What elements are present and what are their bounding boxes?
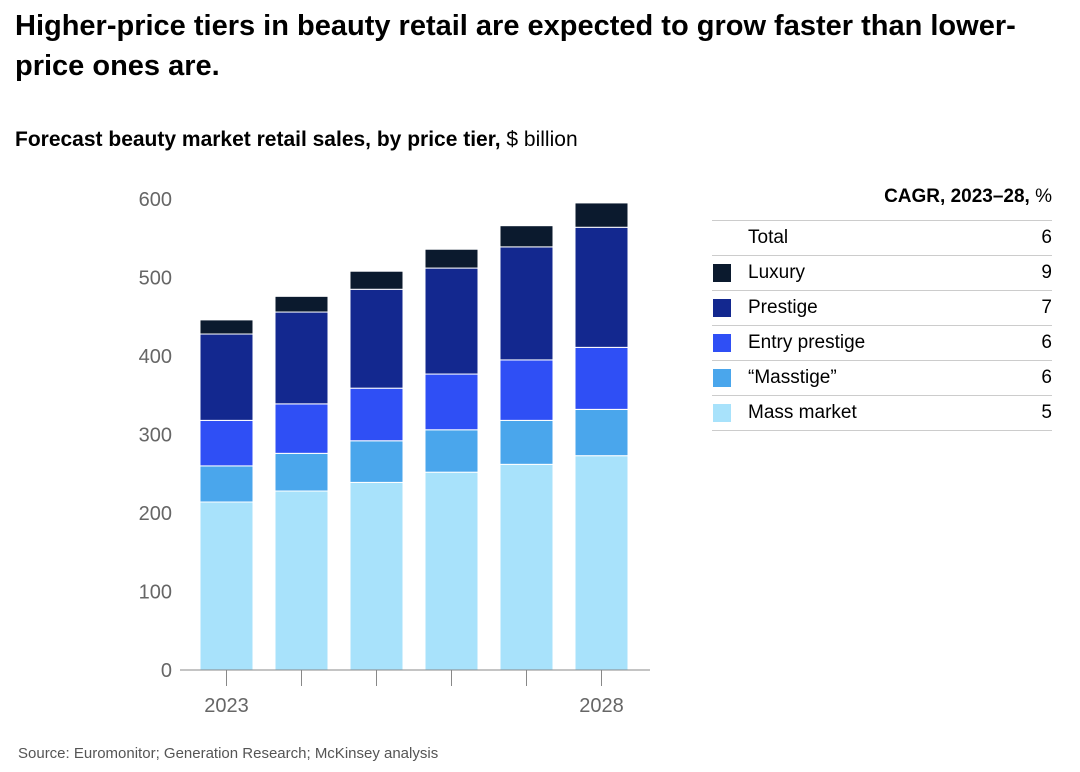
x-tick-label: 2028 <box>579 695 624 717</box>
legend-swatch <box>713 369 731 387</box>
x-tick-label: 2023 <box>204 695 249 717</box>
bar-segment-mass-market <box>349 481 404 671</box>
legend-value: 6 <box>1041 367 1052 388</box>
legend-header: CAGR, 2023–28, % <box>884 186 1052 208</box>
legend-label: Mass market <box>748 402 857 423</box>
bar-segment-luxury <box>574 202 629 228</box>
legend-row: “Masstige” 6 <box>712 360 1052 395</box>
y-tick-label: 400 <box>139 346 172 368</box>
bar-segment-masstige <box>574 408 629 457</box>
bar-segment-luxury <box>274 295 329 313</box>
bar-segment-entry-prestige <box>349 387 404 442</box>
bar-segment-masstige <box>199 465 254 503</box>
subtitle-main: Forecast beauty market retail sales, by … <box>15 128 501 151</box>
y-tick-label: 600 <box>139 189 172 211</box>
bar-segment-prestige <box>199 333 254 421</box>
bar-segment-mass-market <box>424 471 479 671</box>
bar-segment-entry-prestige <box>574 346 629 410</box>
bar-segment-entry-prestige <box>274 403 329 454</box>
legend-swatch <box>713 334 731 352</box>
bar-segment-prestige <box>349 288 404 389</box>
legend-swatch <box>713 264 731 282</box>
legend-header-label: CAGR, 2023–28, <box>884 186 1030 207</box>
bar-segment-entry-prestige <box>199 419 254 467</box>
legend-value: 9 <box>1041 262 1052 283</box>
chart-title: Higher-price tiers in beauty retail are … <box>15 10 1016 82</box>
source-note: Source: Euromonitor; Generation Research… <box>18 745 439 762</box>
bar-segment-prestige <box>424 267 479 375</box>
subtitle-unit: $ billion <box>500 128 578 151</box>
bar-segment-masstige <box>424 429 479 473</box>
y-tick-label: 0 <box>161 660 172 682</box>
bar-segment-prestige <box>499 246 554 361</box>
legend-label: Total <box>748 227 789 248</box>
bar-segment-mass-market <box>499 463 554 671</box>
legend-row: Entry prestige 6 <box>712 325 1052 360</box>
legend-value: 6 <box>1041 332 1052 353</box>
bar-segment-luxury <box>424 248 479 269</box>
bar-segment-luxury <box>499 225 554 248</box>
bar-segment-entry-prestige <box>499 359 554 421</box>
bar-segment-mass-market <box>274 490 329 671</box>
legend-label: Prestige <box>748 297 818 318</box>
y-tick-label: 500 <box>139 268 172 290</box>
legend-label: “Masstige” <box>748 367 837 388</box>
bar-segment-masstige <box>349 440 404 483</box>
legend-row: Prestige 7 <box>712 290 1052 325</box>
bar-segment-masstige <box>499 419 554 465</box>
bar-segment-prestige <box>574 226 629 348</box>
legend-swatch <box>713 299 731 317</box>
y-tick-label: 100 <box>139 582 172 604</box>
bar-segment-entry-prestige <box>424 373 479 431</box>
legend-row: Total 6 <box>712 220 1052 255</box>
legend-label: Luxury <box>748 262 806 283</box>
legend-label: Entry prestige <box>748 332 866 353</box>
y-tick-label: 200 <box>139 503 172 525</box>
legend-header-unit: % <box>1029 186 1052 207</box>
legend-row: Mass market 5 <box>712 395 1052 431</box>
chart-subtitle: Forecast beauty market retail sales, by … <box>15 128 578 152</box>
legend-value: 6 <box>1041 227 1052 248</box>
legend-value: 7 <box>1041 297 1052 318</box>
legend-swatch <box>713 404 731 422</box>
bar-segment-luxury <box>349 270 404 290</box>
bar-segment-luxury <box>199 319 254 335</box>
y-tick-label: 300 <box>139 425 172 447</box>
bar-segment-mass-market <box>199 501 254 671</box>
legend-row: Luxury 9 <box>712 255 1052 290</box>
bar-segment-masstige <box>274 452 329 492</box>
legend-value: 5 <box>1041 402 1052 423</box>
bar-segment-mass-market <box>574 455 629 671</box>
bar-segment-prestige <box>274 311 329 405</box>
